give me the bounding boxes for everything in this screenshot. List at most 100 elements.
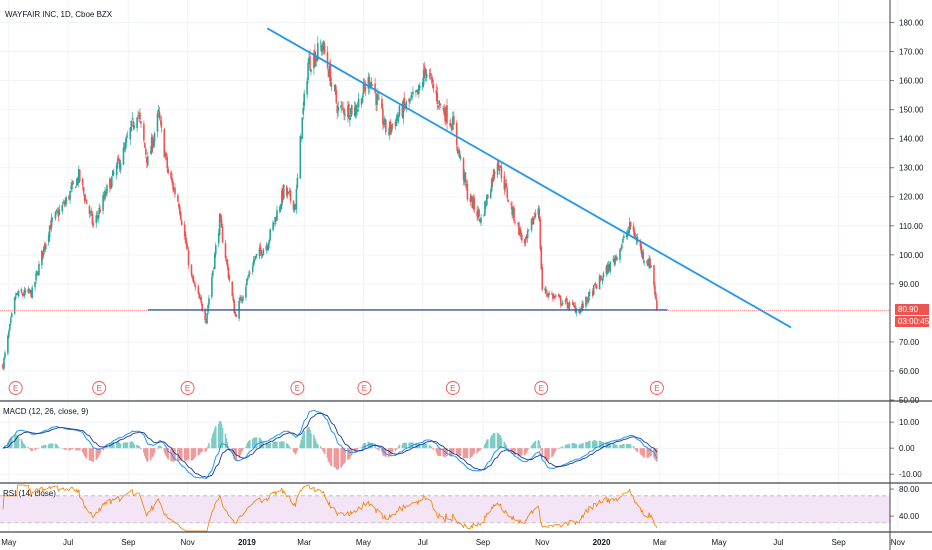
candle-body [199, 297, 202, 299]
candle-body [171, 178, 173, 183]
candle-body [395, 117, 398, 127]
time-tick-label: Mar [653, 538, 667, 547]
macd-hist-bar [144, 448, 146, 456]
candle-body [530, 218, 533, 231]
candle-body [144, 142, 146, 148]
candle-body [191, 276, 194, 278]
macd-hist-bar [231, 448, 234, 454]
candle-body [575, 308, 578, 314]
macd-hist-bar [43, 444, 45, 449]
candle-body [355, 109, 358, 116]
candle-body [124, 142, 127, 150]
macd-hist-bar [165, 448, 168, 456]
candle-body [654, 285, 656, 295]
macd-hist-bar [635, 448, 638, 451]
candle-body [455, 123, 458, 146]
candle-body [246, 279, 248, 286]
candle-body [561, 302, 564, 305]
macd-hist-bar [566, 444, 569, 449]
earnings-label: E [450, 384, 455, 393]
candle-body [72, 180, 74, 185]
candle-body [374, 83, 376, 93]
macd-hist-bar [403, 442, 406, 449]
macd-hist-bar [586, 441, 588, 449]
macd-hist-bar [248, 440, 251, 449]
macd-hist-bar [394, 448, 397, 452]
candle-body [627, 230, 630, 233]
candle-body [493, 171, 496, 175]
candle-body [523, 239, 526, 244]
macd-hist-bar [347, 448, 349, 460]
macd-hist-bar [170, 448, 172, 461]
candle-body [13, 297, 16, 314]
macd-hist-bar [207, 446, 209, 449]
candle-body [103, 195, 105, 198]
candle-body [421, 82, 424, 88]
candle-body [492, 169, 495, 181]
candle-body [560, 304, 563, 306]
macd-hist-bar [136, 444, 138, 449]
macd-hist-bar [191, 448, 194, 461]
candle-body [7, 335, 9, 354]
candle-body [315, 57, 317, 67]
candle-body [445, 106, 447, 122]
macd-hist-bar [538, 441, 541, 449]
candle-body [163, 129, 166, 158]
macd-hist-bar [503, 441, 506, 449]
macd-hist-bar [150, 448, 153, 458]
candle-body [360, 98, 363, 105]
macd-hist-bar [500, 438, 503, 449]
time-tick-label: Sep [121, 538, 136, 547]
candle-body [160, 121, 163, 128]
macd-hist-bar [608, 443, 611, 449]
candle-body [164, 154, 167, 156]
candle-body [472, 198, 475, 207]
macd-hist-bar [376, 448, 378, 450]
candle-body [544, 288, 546, 291]
macd-hist-bar [546, 448, 548, 462]
candle-body [254, 255, 257, 260]
grid-lines [0, 0, 899, 531]
candle-body [137, 114, 139, 116]
candle-body [430, 76, 433, 79]
macd-hist-bar [310, 433, 312, 449]
macd-hist-bar [104, 446, 106, 449]
macd-hist-bar [78, 448, 81, 451]
candle-body [91, 213, 94, 225]
macd-hist-bar [214, 428, 216, 449]
macd-hist-bar [571, 443, 574, 449]
candle-body [410, 95, 412, 97]
macd-hist-bar [111, 442, 114, 449]
candle-body [212, 270, 214, 277]
candle-body [64, 201, 66, 205]
rsi-pane[interactable] [0, 484, 890, 532]
candle-body [200, 297, 203, 303]
candle-body [27, 288, 30, 293]
candle-body [453, 115, 455, 125]
candle-body [403, 97, 406, 106]
candle-body [208, 298, 210, 305]
earnings-circle [180, 381, 195, 395]
candle-body [417, 89, 419, 95]
macd-hist-bar [72, 448, 74, 450]
macd-hist-bar [381, 448, 383, 452]
earnings-circle [534, 381, 549, 395]
candle-body [316, 43, 319, 61]
candle-body [116, 159, 119, 165]
macd-hist-bar [172, 448, 174, 462]
candle-body [88, 205, 91, 214]
macd-pane[interactable] [2, 409, 658, 480]
price-axis[interactable]: 180.00 170.00 160.00 150.00 140.00 130.00 120.… [890, 19, 924, 522]
macd-hist-bar [98, 448, 100, 455]
candle-body [10, 313, 13, 318]
candle-body [589, 291, 591, 293]
macd-hist-bar [521, 448, 523, 456]
macd-hist-bar [639, 448, 642, 454]
time-axis[interactable]: May Jul Sep Nov 2019 Mar May Jul Sep Nov 2020 Mar Ma… [1, 538, 905, 547]
candle-body [4, 352, 6, 358]
candle-body [41, 251, 43, 266]
candle-body [172, 181, 174, 190]
